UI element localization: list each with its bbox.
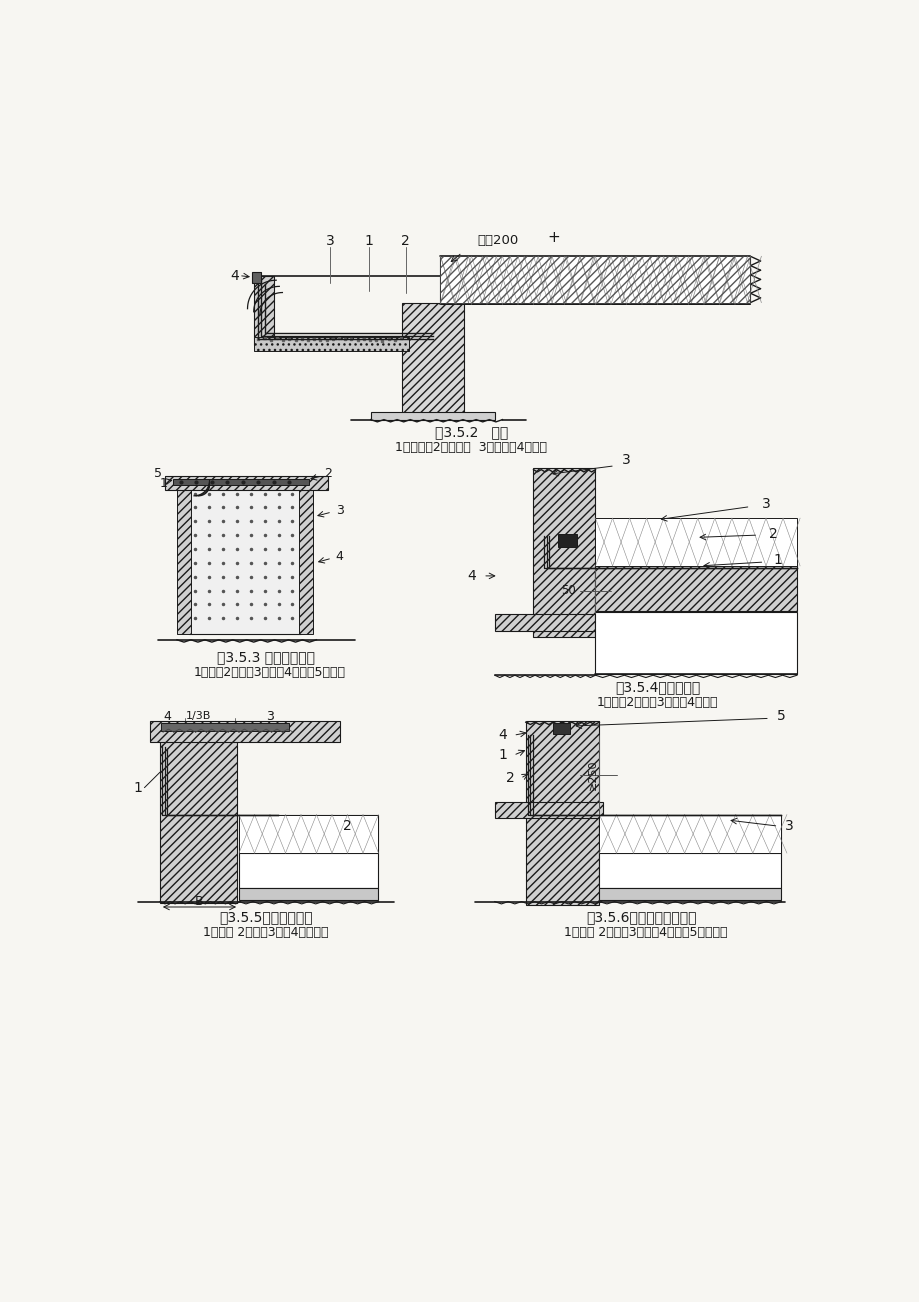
Text: 图3.5.4横式水落口: 图3.5.4横式水落口 [614, 681, 699, 694]
Text: 1钢压条2水泥钉3防水层4附加层5封材料: 1钢压条2水泥钉3防水层4附加层5封材料 [194, 665, 346, 678]
Bar [598, 853, 780, 888]
Text: 5: 5 [153, 467, 162, 480]
Text: 1附加层 2防水层3压顶4防水处理: 1附加层 2防水层3压顶4防水处理 [203, 926, 328, 939]
Text: 2: 2 [768, 526, 777, 540]
Bar [552, 723, 569, 734]
Bar [239, 815, 378, 853]
Text: 图3.5.3 檐沟卷材收头: 图3.5.3 檐沟卷材收头 [217, 650, 315, 664]
Text: 图3.5.6砖墙卷材泛水收头: 图3.5.6砖墙卷材泛水收头 [586, 910, 697, 924]
Text: 2: 2 [505, 771, 514, 785]
Text: 2: 2 [343, 819, 351, 833]
Bar [173, 479, 309, 486]
Text: 1: 1 [133, 781, 142, 794]
Bar [188, 487, 301, 634]
Text: 1: 1 [364, 234, 373, 247]
Bar [598, 888, 780, 900]
Bar [494, 802, 603, 819]
Text: 1防水层；2附加层；  3水泥钉；4封材料: 1防水层；2附加层； 3水泥钉；4封材料 [395, 441, 547, 454]
Text: 5: 5 [777, 710, 785, 723]
Text: 1: 1 [497, 749, 506, 762]
Bar [525, 720, 598, 905]
Text: 3: 3 [784, 819, 793, 833]
Bar [252, 272, 261, 284]
Bar [440, 256, 750, 305]
Bar [533, 469, 595, 638]
Bar [440, 256, 750, 302]
Text: B: B [195, 894, 204, 907]
Bar [165, 475, 328, 490]
Bar [595, 518, 796, 566]
Bar [150, 720, 339, 742]
Text: 1封材料 2附加层3防水层4水泥钉5防水处理: 1封材料 2附加层3防水层4水泥钉5防水处理 [563, 926, 727, 939]
Bar [255, 276, 274, 345]
Text: 图3.5.2   檐沟: 图3.5.2 檐沟 [435, 424, 507, 439]
Text: 2: 2 [401, 234, 410, 247]
Bar [598, 815, 780, 853]
Bar [370, 411, 494, 419]
Text: 1: 1 [772, 553, 781, 568]
Text: 3: 3 [761, 497, 769, 512]
Text: 1/3B: 1/3B [186, 711, 211, 721]
Text: 1: 1 [160, 477, 167, 490]
Text: +: + [547, 230, 560, 245]
Bar [255, 337, 409, 352]
Bar [402, 302, 463, 418]
Bar [440, 256, 750, 302]
Bar [558, 534, 576, 547]
Text: 4: 4 [335, 551, 344, 564]
Bar [162, 723, 289, 730]
Text: 3: 3 [335, 504, 344, 517]
Text: 50: 50 [561, 585, 575, 598]
Bar [299, 487, 313, 634]
Bar [494, 613, 595, 630]
Text: 3: 3 [325, 234, 335, 247]
Text: 4: 4 [231, 268, 239, 283]
Bar [239, 853, 378, 888]
Text: 图3.5.5卷材泛水收头: 图3.5.5卷材泛水收头 [219, 910, 312, 924]
Bar [239, 888, 378, 900]
Text: 1防水层2附加层3封材料4水落口: 1防水层2附加层3封材料4水落口 [596, 697, 718, 710]
Bar [160, 741, 237, 904]
Text: 2: 2 [323, 467, 332, 480]
Text: 4: 4 [497, 728, 506, 742]
Text: 3: 3 [266, 710, 274, 723]
Bar [595, 564, 796, 611]
Bar [598, 815, 780, 853]
Text: 4: 4 [467, 569, 475, 583]
Bar [595, 612, 796, 673]
Bar [176, 487, 191, 634]
Bar [440, 256, 750, 302]
Bar [239, 815, 378, 853]
Text: 4: 4 [164, 710, 172, 723]
Text: 3: 3 [621, 453, 630, 467]
Text: ≥250: ≥250 [587, 759, 597, 790]
Text: 空铺200: 空铺200 [477, 234, 518, 247]
